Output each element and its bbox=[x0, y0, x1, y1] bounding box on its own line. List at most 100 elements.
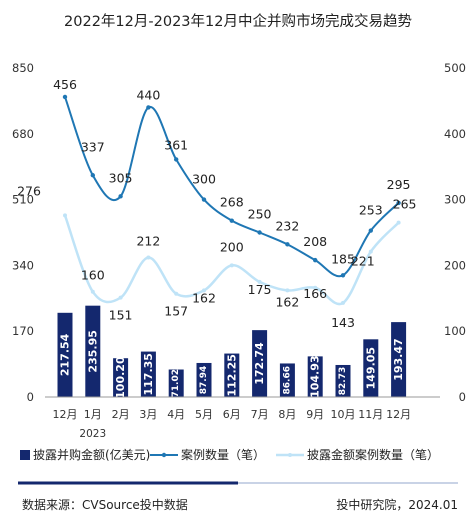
line-value-label: 143 bbox=[331, 315, 355, 330]
line-point bbox=[201, 197, 207, 202]
bar bbox=[140, 351, 156, 397]
bar bbox=[335, 364, 351, 397]
bar-value-label: 172.74 bbox=[253, 342, 266, 385]
legend-label: 披露金额案例数量（笔） bbox=[307, 447, 439, 462]
line-value-label: 212 bbox=[136, 234, 160, 249]
line-point bbox=[174, 157, 179, 162]
line-point bbox=[63, 213, 67, 218]
bar-value-label: 71.02 bbox=[171, 369, 181, 397]
x-tick-label: 11月 bbox=[358, 408, 383, 421]
line-value-label: 166 bbox=[303, 286, 327, 301]
bar bbox=[224, 353, 240, 397]
line-point bbox=[118, 295, 123, 300]
line-point bbox=[90, 173, 96, 178]
line-point bbox=[368, 249, 373, 254]
line-value-label: 300 bbox=[192, 172, 216, 187]
legend-label: 披露并购金额(亿美元) bbox=[33, 447, 150, 462]
bar bbox=[252, 330, 268, 397]
line-value-label: 265 bbox=[393, 197, 417, 212]
line-value-label: 456 bbox=[53, 77, 77, 92]
x-tick-label: 5月 bbox=[195, 408, 213, 421]
bar-value-label: 112.25 bbox=[225, 354, 238, 396]
axes: 0 170 340 510 680 850 0 100 200 300 400 500 12月 1月 202… bbox=[12, 61, 466, 440]
line-value-label: 162 bbox=[275, 294, 299, 309]
line-point bbox=[396, 200, 401, 206]
line-value-label: 208 bbox=[303, 234, 327, 249]
line-point bbox=[90, 289, 95, 294]
line-value-label: 162 bbox=[192, 290, 216, 305]
x-tick-sublabel: 2023 bbox=[79, 428, 106, 440]
y-left-tick-label: 680 bbox=[12, 127, 34, 141]
line-value-label: 232 bbox=[275, 218, 299, 233]
x-tick-label: 12月 bbox=[53, 408, 78, 421]
legend-swatch-marker bbox=[161, 452, 167, 458]
line-value-label: 151 bbox=[109, 308, 133, 323]
line-point bbox=[396, 220, 401, 225]
bar bbox=[307, 356, 323, 397]
y-right-tick-label: 300 bbox=[444, 193, 466, 207]
y-right-tick-label: 500 bbox=[444, 61, 466, 75]
x-tick-label: 9月 bbox=[306, 408, 324, 421]
bar-value-label: 87.94 bbox=[199, 366, 209, 394]
y-right-tick-label: 0 bbox=[459, 390, 466, 404]
bar-value-label: 217.54 bbox=[59, 333, 72, 376]
line-point bbox=[146, 105, 151, 110]
legend-label: 案例数量（笔） bbox=[181, 447, 265, 462]
line-value-label: 361 bbox=[164, 137, 188, 152]
line-point bbox=[368, 228, 373, 233]
y-right-tick-label: 100 bbox=[444, 324, 466, 338]
chart-title: 2022年12月-2023年12月中企并购市场完成交易趋势 bbox=[64, 12, 412, 30]
x-tick-label: 8月 bbox=[278, 408, 296, 421]
credit-line: 投中研究院，2024.01 bbox=[336, 498, 458, 512]
y-left-tick-label: 0 bbox=[27, 390, 34, 404]
line-point bbox=[313, 257, 318, 263]
x-tick-label: 4月 bbox=[167, 408, 185, 421]
line-value-label: 175 bbox=[248, 282, 272, 297]
line-value-label: 305 bbox=[109, 170, 133, 185]
line-point bbox=[229, 218, 234, 223]
line-point bbox=[257, 279, 262, 284]
bar-value-label: 104.93 bbox=[309, 355, 322, 397]
y-left-tick-label: 170 bbox=[12, 324, 34, 338]
line-value-label: 268 bbox=[220, 195, 244, 210]
bar-value-label: 193.47 bbox=[392, 338, 405, 380]
bar-value-label: 117.35 bbox=[142, 353, 155, 395]
legend-swatch-bar bbox=[20, 450, 30, 460]
line-value-label: 276 bbox=[17, 183, 41, 198]
line-point bbox=[313, 285, 318, 290]
line-value-label: 157 bbox=[164, 304, 188, 319]
line-value-label: 250 bbox=[248, 207, 272, 222]
y-left-tick-label: 850 bbox=[12, 61, 34, 75]
bar bbox=[57, 312, 73, 397]
x-tick-label: 10月 bbox=[331, 408, 356, 421]
line-point bbox=[341, 300, 345, 305]
line-value-label: 440 bbox=[136, 87, 160, 102]
legend: 披露并购金额(亿美元) 案例数量（笔） 披露金额案例数量（笔） bbox=[20, 447, 439, 462]
line-point bbox=[340, 273, 346, 278]
line-point bbox=[257, 230, 262, 235]
bar bbox=[168, 369, 184, 397]
line-point bbox=[146, 255, 151, 260]
bar-value-label: 235.95 bbox=[86, 330, 99, 372]
bar-series bbox=[57, 305, 407, 397]
line-point bbox=[285, 288, 290, 293]
line-series bbox=[62, 94, 401, 306]
line-value-label: 295 bbox=[387, 177, 411, 192]
line-value-label: 221 bbox=[351, 254, 375, 269]
legend-swatch-marker bbox=[288, 453, 292, 457]
line-point bbox=[285, 242, 290, 247]
bar-value-label: 86.66 bbox=[282, 366, 292, 394]
line-value-label: 337 bbox=[81, 139, 105, 154]
x-tick-label: 3月 bbox=[139, 408, 157, 421]
x-tick-label: 12月 bbox=[386, 408, 411, 421]
bar bbox=[113, 358, 129, 397]
y-right-tick-label: 200 bbox=[444, 258, 466, 272]
x-tick-label: 7月 bbox=[251, 408, 269, 421]
x-tick-label: 1月 bbox=[84, 408, 102, 421]
bar bbox=[85, 305, 101, 397]
line-value-label: 160 bbox=[81, 268, 105, 283]
bar bbox=[391, 322, 407, 397]
line-point bbox=[202, 288, 206, 293]
line-point bbox=[118, 194, 123, 199]
line-point bbox=[229, 263, 234, 268]
